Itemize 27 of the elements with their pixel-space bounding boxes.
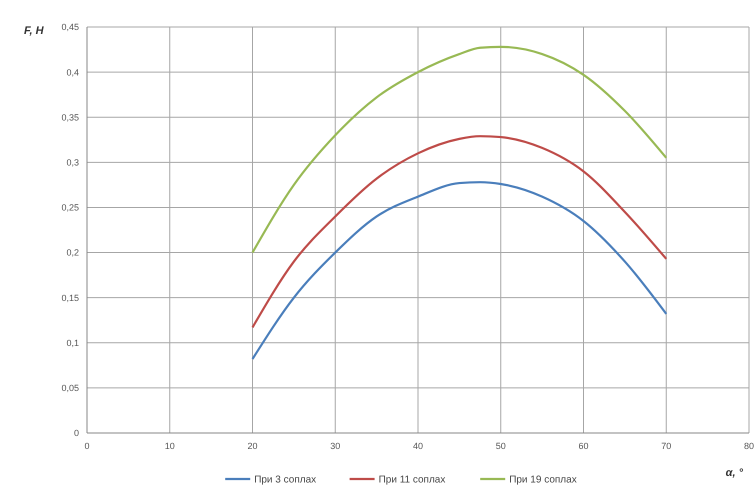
y-tick-label: 0,35 — [61, 112, 79, 122]
y-tick-label: 0,3 — [66, 157, 79, 168]
line-series — [251, 46, 668, 254]
y-tick-label: 0,05 — [61, 383, 79, 394]
x-axis-title: α, ° — [726, 467, 744, 479]
legend-label: При 19 соплах — [509, 474, 577, 486]
x-tick-label: 20 — [247, 441, 258, 451]
y-tick-label: 0,4 — [66, 67, 79, 78]
x-tick-label: 0 — [84, 441, 90, 451]
y-tick-label: 0,45 — [61, 22, 79, 32]
y-tick-label: 0,1 — [66, 338, 79, 348]
legend-label: При 11 соплах — [378, 474, 446, 486]
x-tick-label: 70 — [661, 441, 672, 451]
legend-label: При 3 соплах — [254, 474, 316, 486]
y-axis-title: F, Н — [24, 25, 45, 37]
x-tick-label: 30 — [330, 441, 340, 451]
line-series — [251, 135, 668, 329]
y-tick-label: 0,15 — [61, 292, 79, 303]
y-tick-label: 0,2 — [66, 248, 79, 258]
x-tick-label: 40 — [412, 441, 424, 451]
x-tick-label: 80 — [744, 441, 754, 451]
line-series — [251, 181, 668, 360]
y-tick-label: 0 — [74, 428, 79, 438]
x-tick-label: 50 — [496, 441, 506, 451]
x-tick-label: 60 — [578, 441, 589, 451]
y-tick-label: 0,25 — [61, 202, 79, 213]
x-tick-label: 10 — [164, 441, 175, 451]
